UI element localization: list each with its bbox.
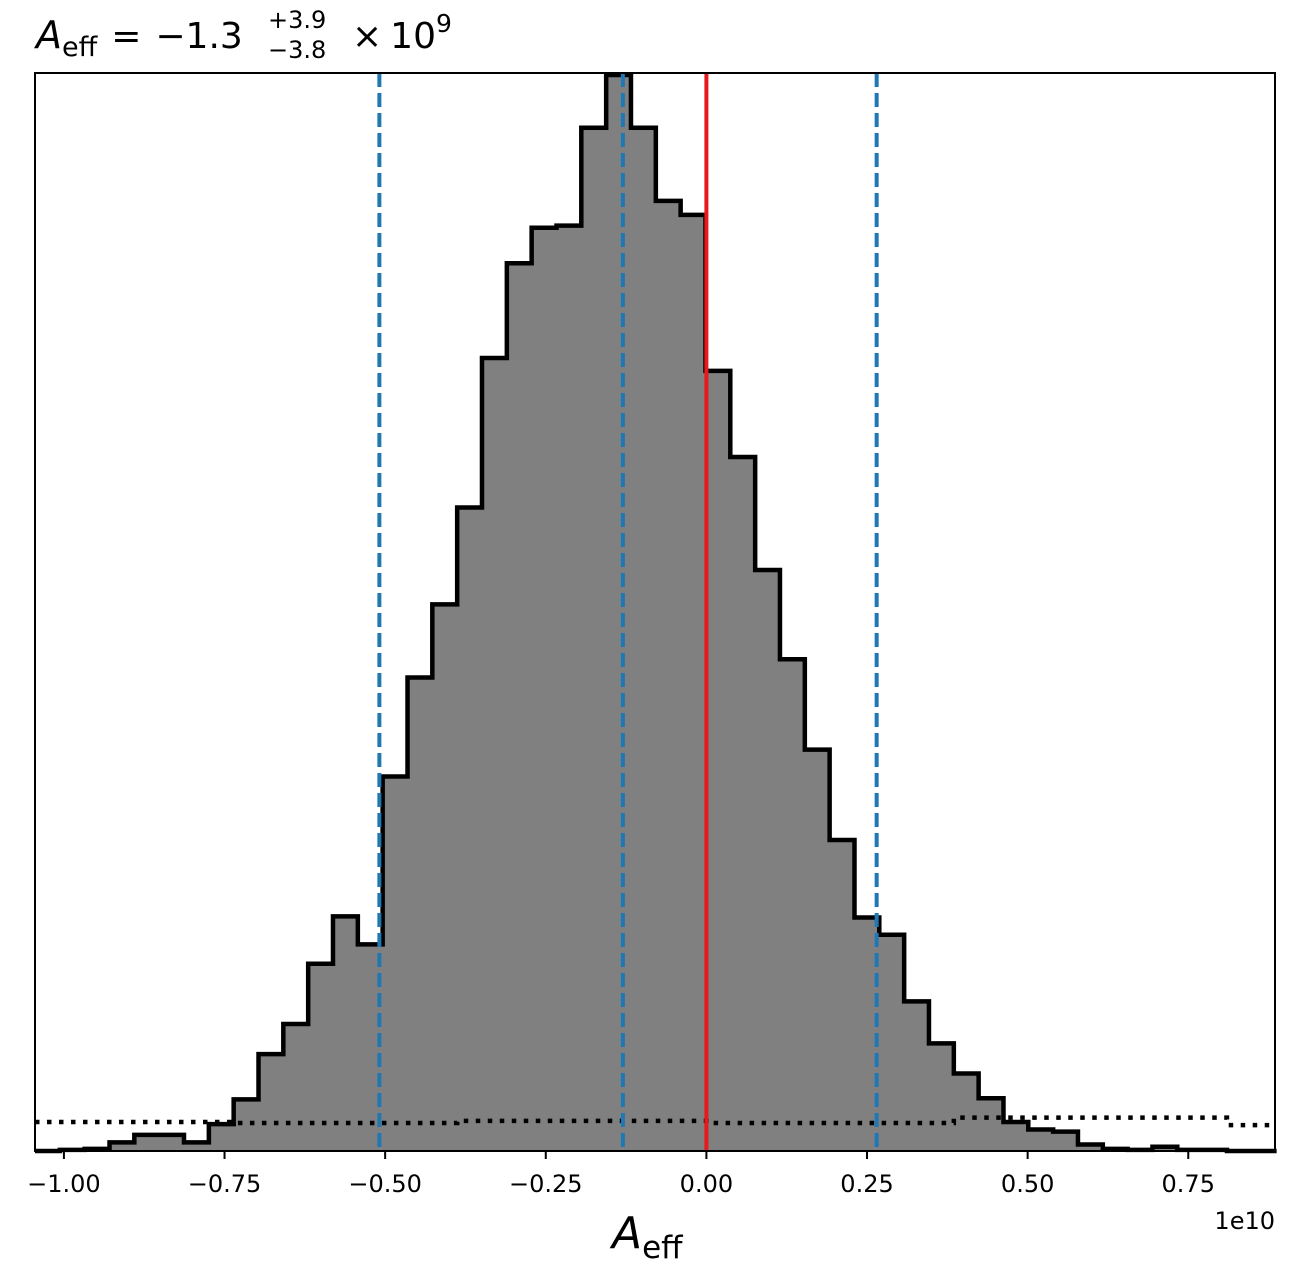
xlabel-symbol: A [609,1208,642,1259]
title-power-base: 10 [390,16,436,57]
chart-title: Aeff = −1.3 [33,13,243,63]
histogram-bar [332,916,359,1151]
histogram-bar [606,75,632,1151]
histogram-fill-group [59,75,1228,1152]
x-tick-label: 0.00 [680,1170,733,1198]
histogram-step-outline [35,72,1277,1154]
histogram-bar [705,370,731,1151]
histogram-bar [506,263,533,1151]
x-tick-label: 0.25 [840,1170,893,1198]
title-power-exp: 9 [436,9,452,38]
x-axis-label: Aeff [609,1208,683,1266]
histogram-bar [655,200,682,1152]
histogram-bar [481,357,508,1151]
histogram-step-outline-group [35,72,1277,1154]
x-tick-label: −0.75 [188,1170,262,1198]
title-value: −1.3 [155,16,242,57]
histogram-bar [1053,1131,1079,1151]
histogram-bar [109,1142,135,1151]
x-tick-label: −0.50 [348,1170,422,1198]
title-err-minus: −3.8 [268,36,326,64]
xlabel-symbol-sub: eff [642,1230,683,1266]
histogram-bar [407,677,433,1151]
title-symbol: A [33,13,62,57]
histogram-bar [879,934,905,1151]
histogram-bar [432,604,458,1151]
histogram-bar [308,963,334,1151]
histogram-bar [953,1073,980,1151]
x-tick-label: 0.75 [1162,1170,1215,1198]
title-times: × [352,16,382,57]
title-equals: = [111,16,141,57]
histogram-bar [1077,1144,1104,1151]
histogram-bar [208,1124,235,1151]
histogram-bar [755,569,781,1151]
x-ticks-group: −1.00 −0.75 −0.50 −0.25 0.00 0.25 0.50 0.75 [27,1151,1215,1198]
histogram-bar [1003,1121,1029,1151]
histogram-bar [556,225,582,1151]
histogram-bar [804,749,831,1151]
histogram-bar [630,127,657,1151]
histogram-bar [1028,1129,1054,1151]
histogram-bar [978,1098,1005,1151]
histogram-bar [904,1001,930,1151]
histogram-bar [829,840,856,1151]
histogram-bar [779,659,806,1151]
title-symbol-sub: eff [62,32,99,63]
histogram-bar [680,214,707,1151]
x-tick-label: −0.25 [509,1170,583,1198]
x-axis-offset-label: 1e10 [1214,1207,1275,1235]
histogram-bar [928,1043,955,1151]
histogram-bar [258,1054,284,1151]
x-tick-label: −1.00 [27,1170,101,1198]
histogram-bar [581,127,607,1151]
histogram-bar [457,507,483,1151]
histogram-bar [730,456,756,1152]
histogram-bar [159,1134,185,1151]
histogram-bar [134,1134,160,1151]
title-power: × 109 [352,9,452,57]
title-err-plus: +3.9 [268,6,326,34]
histogram-bar [531,227,558,1152]
histogram-bar [233,1099,260,1151]
axes-frame [34,72,1276,1152]
reference-lines-group [377,73,879,1151]
histogram-bar [382,776,409,1151]
histogram-bar [283,1024,309,1151]
x-tick-label: 0.50 [1001,1170,1054,1198]
histogram-bar [183,1142,210,1151]
